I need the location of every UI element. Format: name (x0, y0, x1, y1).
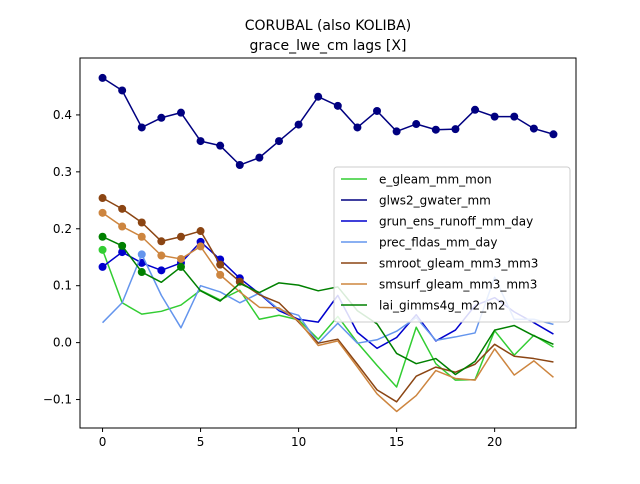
data-point (412, 120, 421, 129)
data-point (118, 248, 127, 257)
x-tick-label: 20 (487, 435, 502, 449)
chart-subtitle: grace_lwe_cm lags [X] (250, 38, 407, 54)
data-point (137, 250, 146, 259)
data-point (98, 194, 107, 203)
data-point (98, 232, 107, 241)
data-point (176, 254, 185, 263)
plot-frame (79, 57, 577, 429)
series-smroot_gleam_mm3_mm3 (98, 194, 554, 403)
data-point (333, 101, 342, 110)
data-point (451, 125, 460, 134)
data-point (216, 141, 225, 150)
data-point (216, 260, 225, 269)
data-point (490, 112, 499, 121)
y-tick-label: 0.4 (53, 108, 72, 122)
series-line (101, 249, 554, 388)
data-point (176, 232, 185, 241)
y-tick-label: 0.3 (53, 165, 72, 179)
data-point (216, 270, 225, 279)
data-point (196, 227, 205, 236)
data-point (235, 161, 244, 170)
data-point (392, 127, 401, 136)
data-point (314, 92, 323, 101)
data-point (549, 130, 558, 139)
data-point (137, 232, 146, 241)
y-tick-label: 0.1 (53, 279, 72, 293)
data-point (510, 112, 519, 121)
data-point (353, 123, 362, 132)
data-point (137, 123, 146, 132)
legend-label: glws2_gwater_mm (379, 194, 491, 208)
data-point (471, 105, 480, 114)
legend-label: smsurf_gleam_mm3_mm3 (379, 278, 537, 292)
data-point (118, 222, 127, 231)
y-tick-label: −0.1 (43, 393, 72, 407)
x-tick-label: 5 (197, 435, 205, 449)
series-line (102, 253, 554, 344)
legend-label: grun_ens_runoff_mm_day (379, 215, 533, 229)
chart-title: CORUBAL (also KOLIBA) (245, 18, 411, 34)
legend-label: prec_fldas_mm_day (379, 236, 498, 250)
data-point (137, 218, 146, 227)
data-point (118, 204, 127, 213)
x-tick-label: 10 (291, 435, 306, 449)
series-line (102, 236, 554, 376)
data-point (98, 208, 107, 217)
axes-layer: 0 5 10 15 20 −0.1 0.0 0.1 0.2 0.3 0.4 (43, 108, 502, 449)
data-point (431, 125, 440, 134)
legend-label: lai_gimms4g_m2_m2 (379, 299, 506, 313)
x-tick-label: 15 (389, 435, 404, 449)
data-point (118, 241, 127, 250)
data-point (98, 262, 107, 271)
legend-box (333, 166, 571, 323)
series-prec_fldas_mm_day (102, 250, 554, 344)
data-point (274, 137, 283, 146)
data-point (98, 73, 107, 82)
data-point (196, 242, 205, 251)
data-point (157, 237, 166, 246)
legend: e_gleam_mm_mon glws2_gwater_mm grun_ens_ru… (333, 166, 571, 323)
data-point (294, 120, 303, 129)
legend-label: smroot_gleam_mm3_mm3 (379, 257, 538, 271)
legend-label: e_gleam_mm_mon (379, 173, 492, 187)
data-point (118, 86, 127, 95)
series-smsurf_gleam_mm3_mm3 (98, 208, 554, 413)
y-tick-label: 0.2 (53, 222, 72, 236)
series-lai_gimms4g_m2_m2 (98, 232, 554, 376)
data-point (176, 262, 185, 271)
data-point (157, 113, 166, 122)
data-point (196, 137, 205, 146)
series-e_gleam_mm_mon (98, 245, 554, 388)
data-point (529, 124, 538, 133)
data-point (373, 106, 382, 115)
data-point (176, 108, 185, 117)
x-tick-label: 0 (99, 435, 107, 449)
data-point (157, 266, 166, 275)
data-point (137, 268, 146, 277)
data-point (255, 153, 264, 162)
y-tick-label: 0.0 (53, 336, 72, 350)
series-glws2_gwater_mm (98, 73, 558, 170)
data-point (157, 251, 166, 260)
data-point (98, 245, 107, 254)
